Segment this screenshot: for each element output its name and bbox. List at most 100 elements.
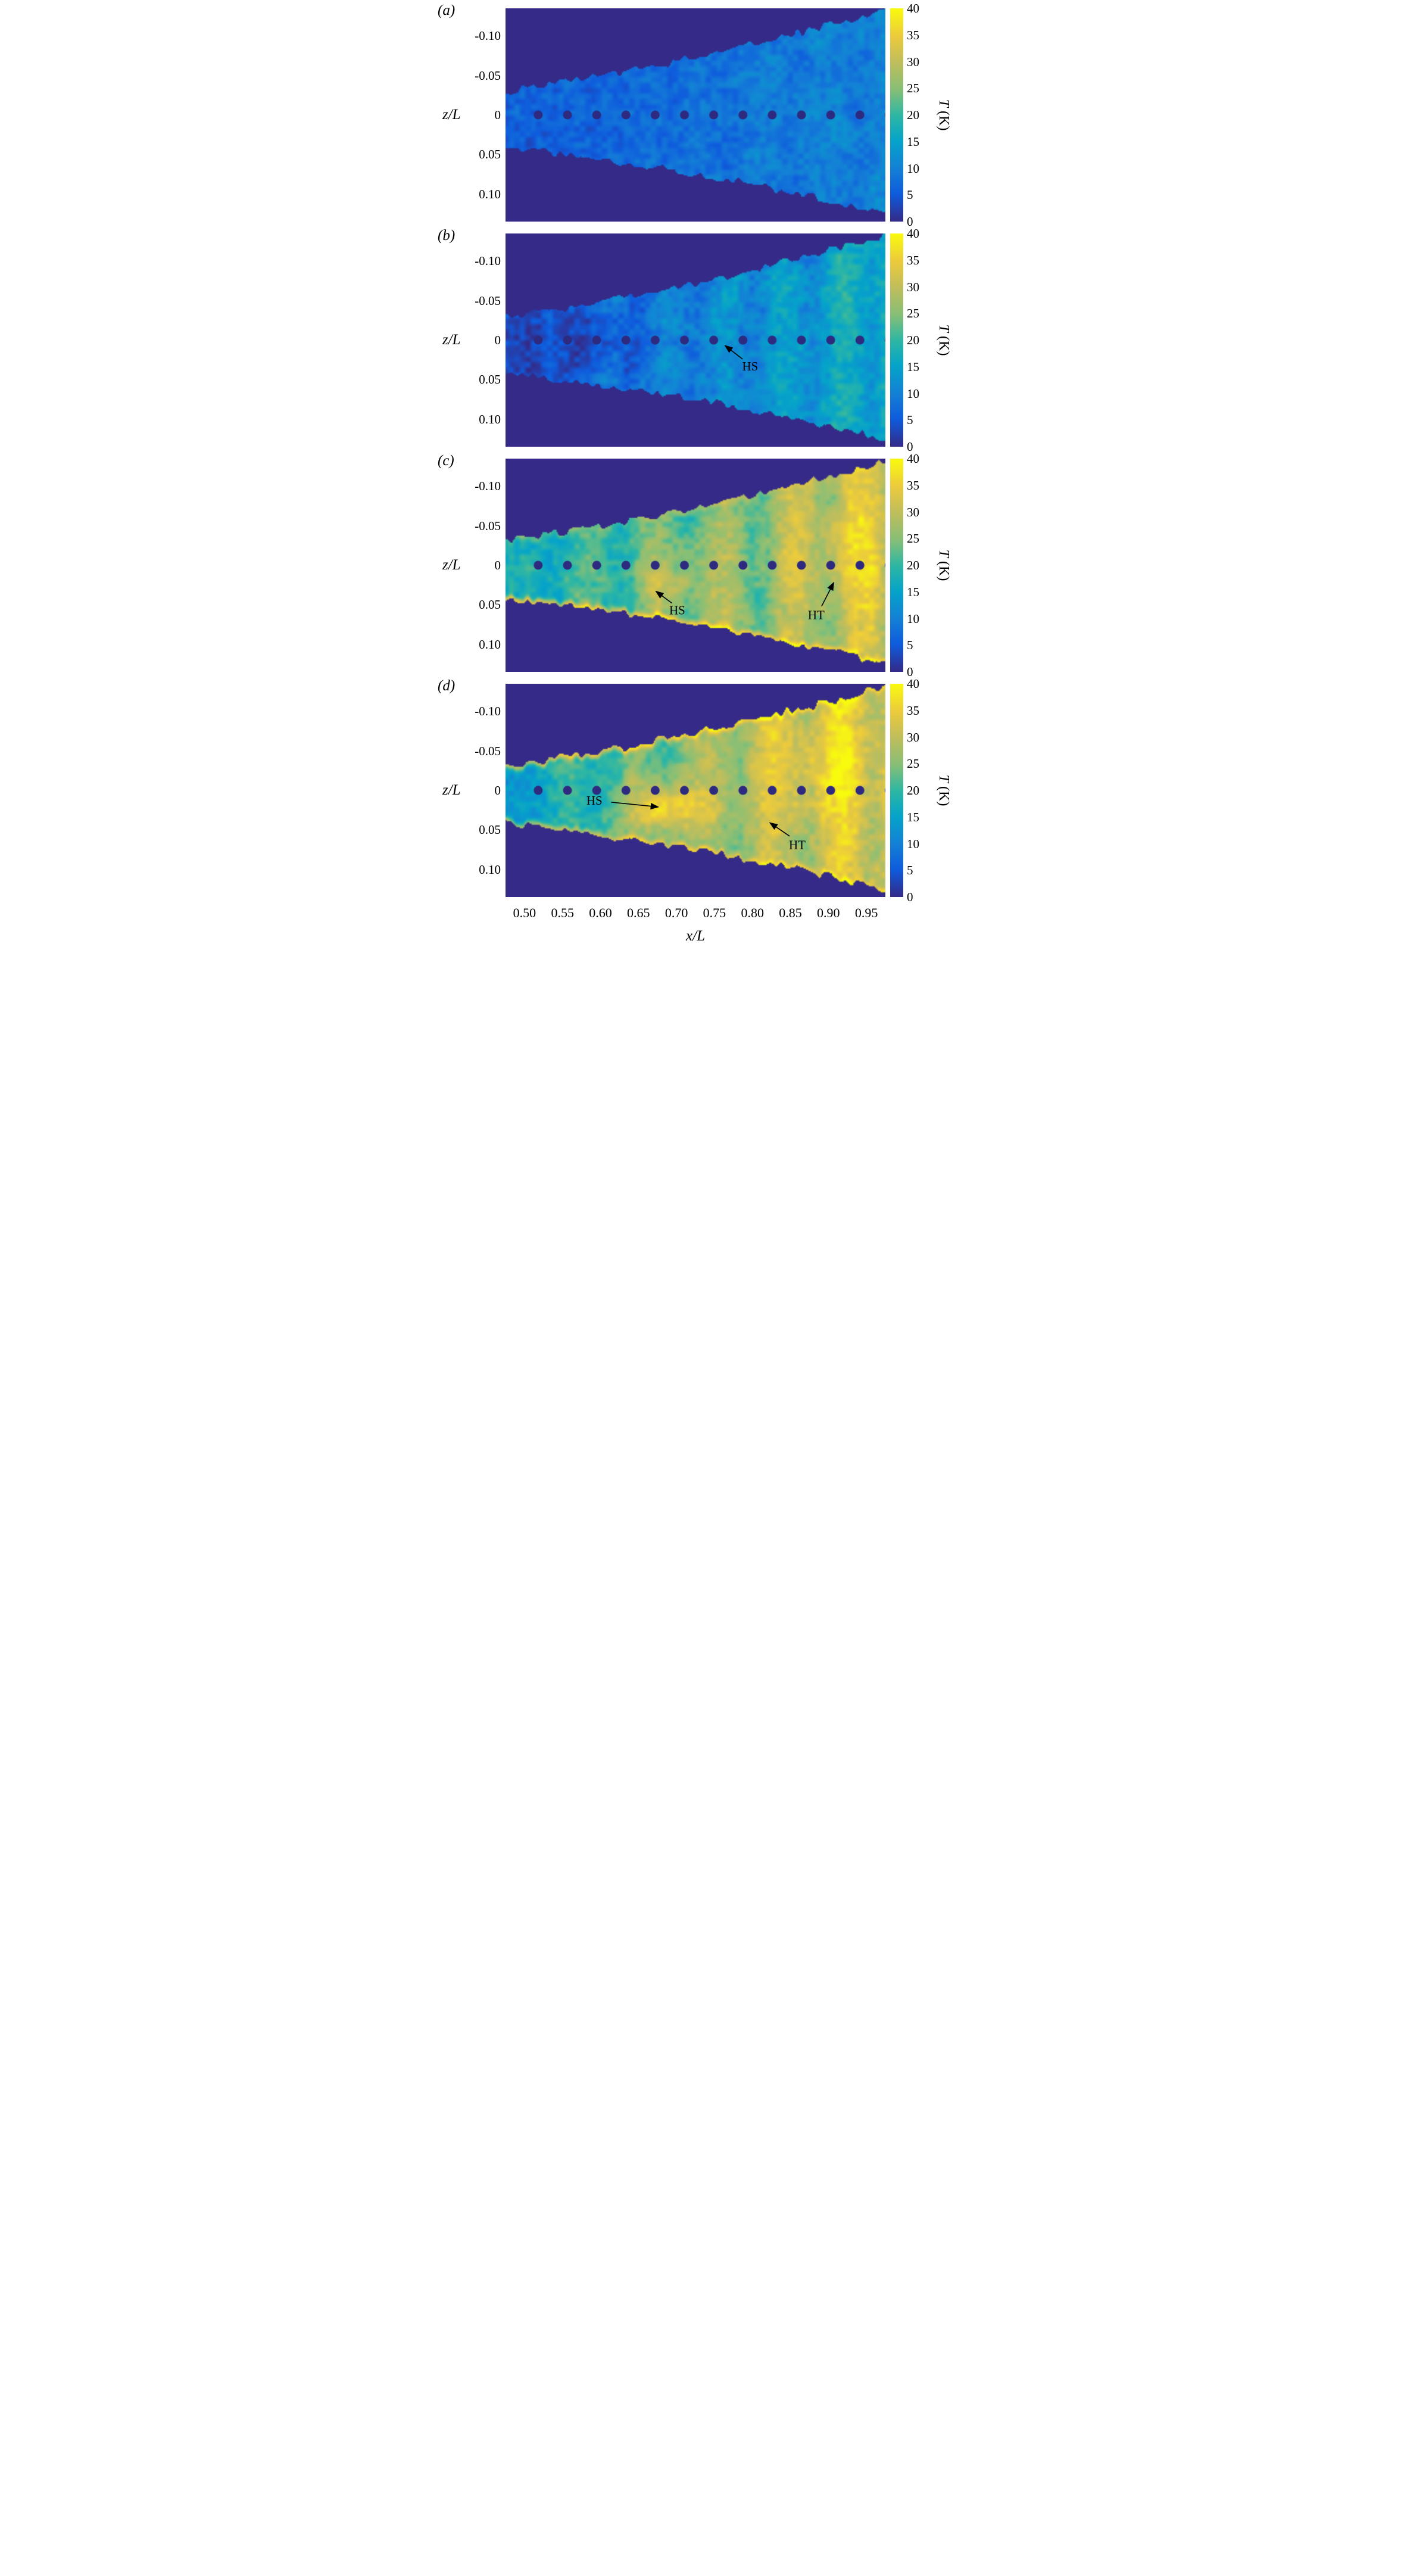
x-tick-label: 0.70: [664, 905, 688, 920]
colorbar-tick-label: 15: [907, 584, 919, 599]
colorbar-tick-label: 10: [907, 161, 919, 176]
colorbar-tick-label: 10: [907, 611, 919, 626]
y-tick-label: 0.05: [479, 147, 501, 162]
y-tick-label: -0.05: [475, 518, 501, 533]
y-tick-label: 0.10: [479, 186, 501, 201]
temperature-heatmap: [506, 8, 885, 222]
colorbar-tick-label: 20: [907, 108, 919, 122]
colorbar-unit: (K): [936, 336, 951, 356]
temperature-field-figure: (a) z/L T (K) -0.10 -0.05 0 0.05 0.10 0 5 10 15 2…: [434, 1, 970, 953]
y-tick-label: 0: [494, 333, 501, 347]
y-tick-label: 0: [494, 783, 501, 798]
y-tick-label: -0.10: [475, 29, 501, 43]
x-tick-label: 0.90: [817, 905, 840, 920]
colorbar: [890, 459, 903, 672]
x-tick-label: 0.75: [703, 905, 726, 920]
colorbar-tick-label: 0: [907, 890, 913, 904]
figure-panel-d: (d) z/L HS HT T (K) -0.10 -0.05 0 0.05 0.10 0 5…: [434, 677, 970, 904]
colorbar-tick-label: 35: [907, 27, 919, 42]
colorbar-variable: T: [936, 99, 951, 108]
colorbar-tick-label: 30: [907, 279, 919, 294]
colorbar-tick-label: 5: [907, 863, 913, 878]
y-tick-label: -0.05: [475, 743, 501, 758]
colorbar-tick-label: 40: [907, 677, 919, 691]
x-tick-label: 0.55: [551, 905, 574, 920]
y-axis-label: z/L: [442, 782, 461, 798]
colorbar-label: T (K): [935, 325, 951, 356]
colorbar-tick-label: 0: [907, 214, 913, 229]
temperature-heatmap: [506, 459, 885, 672]
colorbar-tick-label: 40: [907, 1, 919, 15]
temperature-heatmap: [506, 233, 885, 447]
colorbar-tick-label: 0: [907, 440, 913, 454]
colorbar-tick-label: 15: [907, 809, 919, 824]
colorbar: [890, 684, 903, 897]
colorbar-label: T (K): [935, 775, 951, 806]
colorbar-tick-label: 35: [907, 253, 919, 267]
y-axis-label: z/L: [442, 332, 461, 348]
panel-label: (a): [438, 2, 455, 18]
y-tick-label: 0.10: [479, 637, 501, 652]
colorbar-tick-label: 5: [907, 188, 913, 203]
colorbar-label: T (K): [935, 99, 951, 131]
colorbar: [890, 8, 903, 222]
x-tick-label: 0.95: [854, 905, 878, 920]
y-tick-label: 0.10: [479, 862, 501, 877]
y-tick-label: 0: [494, 558, 501, 572]
colorbar-unit: (K): [936, 111, 951, 131]
y-tick-label: 0.05: [479, 823, 501, 837]
y-tick-label: 0: [494, 108, 501, 122]
x-axis: x/L 0.50 0.55 0.60 0.65 0.70 0.75 0.80 0.85 0.90…: [434, 903, 970, 953]
y-tick-label: 0.05: [479, 597, 501, 612]
panel-label: (b): [438, 228, 455, 244]
colorbar-tick-label: 15: [907, 134, 919, 149]
y-tick-label: -0.10: [475, 254, 501, 269]
colorbar-variable: T: [936, 774, 951, 783]
colorbar-tick-label: 10: [907, 386, 919, 401]
colorbar-tick-label: 10: [907, 836, 919, 851]
y-tick-label: -0.05: [475, 68, 501, 83]
colorbar-tick-label: 25: [907, 81, 919, 96]
figure-panel-b: (b) z/L HS T (K) -0.10 -0.05 0 0.05 0.10 0 5 10…: [434, 226, 970, 454]
y-tick-label: 0.05: [479, 372, 501, 387]
colorbar-tick-label: 15: [907, 359, 919, 374]
colorbar-unit: (K): [936, 786, 951, 806]
y-tick-label: -0.10: [475, 704, 501, 719]
colorbar-tick-label: 20: [907, 783, 919, 798]
colorbar-tick-label: 35: [907, 703, 919, 718]
temperature-heatmap: [506, 684, 885, 897]
colorbar-tick-label: 25: [907, 531, 919, 546]
x-tick-label: 0.80: [741, 905, 764, 920]
panel-label: (c): [438, 453, 454, 469]
colorbar-tick-label: 0: [907, 665, 913, 679]
x-tick-label: 0.50: [513, 905, 536, 920]
y-tick-label: -0.05: [475, 293, 501, 308]
y-axis-label: z/L: [442, 557, 461, 573]
colorbar-label: T (K): [935, 550, 951, 581]
colorbar-tick-label: 25: [907, 306, 919, 321]
colorbar-tick-label: 40: [907, 226, 919, 241]
figure-panel-c: (c) z/L HS HT T (K) -0.10 -0.05 0 0.05 0.10 0 5…: [434, 451, 970, 679]
y-axis-label: z/L: [442, 107, 461, 123]
colorbar-tick-label: 25: [907, 756, 919, 771]
colorbar-tick-label: 5: [907, 413, 913, 428]
colorbar-variable: T: [936, 549, 951, 558]
y-tick-label: -0.10: [475, 479, 501, 494]
colorbar-unit: (K): [936, 561, 951, 581]
colorbar-tick-label: 30: [907, 730, 919, 745]
x-axis-label: x/L: [686, 928, 705, 944]
colorbar-tick-label: 40: [907, 451, 919, 466]
x-tick-label: 0.85: [779, 905, 802, 920]
colorbar: [890, 233, 903, 447]
colorbar-tick-label: 30: [907, 504, 919, 519]
colorbar-tick-label: 5: [907, 638, 913, 653]
colorbar-tick-label: 20: [907, 558, 919, 572]
figure-panel-a: (a) z/L T (K) -0.10 -0.05 0 0.05 0.10 0 5 10 15 2…: [434, 1, 970, 229]
x-tick-label: 0.65: [627, 905, 650, 920]
colorbar-tick-label: 35: [907, 478, 919, 493]
colorbar-tick-label: 20: [907, 333, 919, 347]
colorbar-tick-label: 30: [907, 54, 919, 69]
x-tick-label: 0.60: [589, 905, 612, 920]
y-tick-label: 0.10: [479, 412, 501, 426]
colorbar-variable: T: [936, 324, 951, 333]
